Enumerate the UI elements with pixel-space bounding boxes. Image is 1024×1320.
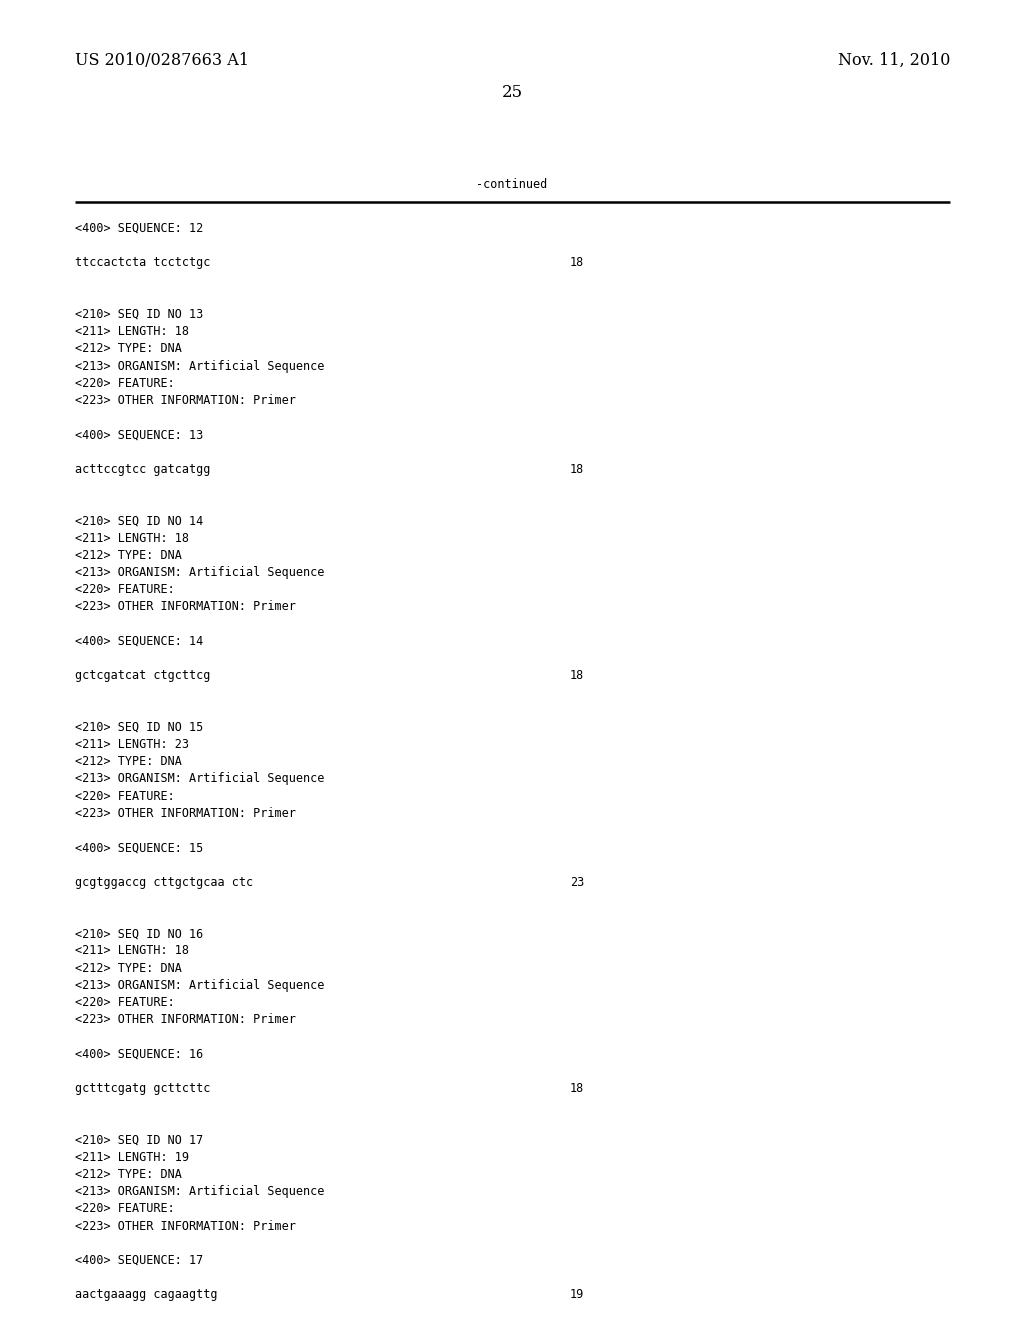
- Text: gctttcgatg gcttcttc: gctttcgatg gcttcttc: [75, 1082, 210, 1096]
- Text: <213> ORGANISM: Artificial Sequence: <213> ORGANISM: Artificial Sequence: [75, 772, 325, 785]
- Text: <220> FEATURE:: <220> FEATURE:: [75, 583, 175, 597]
- Text: <212> TYPE: DNA: <212> TYPE: DNA: [75, 961, 182, 974]
- Text: <210> SEQ ID NO 16: <210> SEQ ID NO 16: [75, 927, 203, 940]
- Text: <210> SEQ ID NO 15: <210> SEQ ID NO 15: [75, 721, 203, 734]
- Text: 18: 18: [570, 669, 585, 682]
- Text: <220> FEATURE:: <220> FEATURE:: [75, 1203, 175, 1216]
- Text: US 2010/0287663 A1: US 2010/0287663 A1: [75, 51, 249, 69]
- Text: <211> LENGTH: 19: <211> LENGTH: 19: [75, 1151, 189, 1164]
- Text: <400> SEQUENCE: 14: <400> SEQUENCE: 14: [75, 635, 203, 648]
- Text: <223> OTHER INFORMATION: Primer: <223> OTHER INFORMATION: Primer: [75, 1220, 296, 1233]
- Text: Nov. 11, 2010: Nov. 11, 2010: [838, 51, 950, 69]
- Text: <213> ORGANISM: Artificial Sequence: <213> ORGANISM: Artificial Sequence: [75, 359, 325, 372]
- Text: <211> LENGTH: 18: <211> LENGTH: 18: [75, 532, 189, 545]
- Text: <213> ORGANISM: Artificial Sequence: <213> ORGANISM: Artificial Sequence: [75, 566, 325, 579]
- Text: <210> SEQ ID NO 14: <210> SEQ ID NO 14: [75, 515, 203, 528]
- Text: <211> LENGTH: 18: <211> LENGTH: 18: [75, 944, 189, 957]
- Text: <213> ORGANISM: Artificial Sequence: <213> ORGANISM: Artificial Sequence: [75, 1185, 325, 1199]
- Text: 18: 18: [570, 1082, 585, 1096]
- Text: <400> SEQUENCE: 16: <400> SEQUENCE: 16: [75, 1048, 203, 1060]
- Text: <212> TYPE: DNA: <212> TYPE: DNA: [75, 342, 182, 355]
- Text: <212> TYPE: DNA: <212> TYPE: DNA: [75, 755, 182, 768]
- Text: <400> SEQUENCE: 15: <400> SEQUENCE: 15: [75, 841, 203, 854]
- Text: <223> OTHER INFORMATION: Primer: <223> OTHER INFORMATION: Primer: [75, 807, 296, 820]
- Text: <223> OTHER INFORMATION: Primer: <223> OTHER INFORMATION: Primer: [75, 1014, 296, 1026]
- Text: <213> ORGANISM: Artificial Sequence: <213> ORGANISM: Artificial Sequence: [75, 979, 325, 991]
- Text: <223> OTHER INFORMATION: Primer: <223> OTHER INFORMATION: Primer: [75, 393, 296, 407]
- Text: <212> TYPE: DNA: <212> TYPE: DNA: [75, 1168, 182, 1181]
- Text: 18: 18: [570, 463, 585, 475]
- Text: <220> FEATURE:: <220> FEATURE:: [75, 789, 175, 803]
- Text: -continued: -continued: [476, 178, 548, 191]
- Text: 19: 19: [570, 1288, 585, 1302]
- Text: 23: 23: [570, 875, 585, 888]
- Text: <212> TYPE: DNA: <212> TYPE: DNA: [75, 549, 182, 562]
- Text: <210> SEQ ID NO 17: <210> SEQ ID NO 17: [75, 1134, 203, 1147]
- Text: acttccgtcc gatcatgg: acttccgtcc gatcatgg: [75, 463, 210, 475]
- Text: gctcgatcat ctgcttcg: gctcgatcat ctgcttcg: [75, 669, 210, 682]
- Text: <211> LENGTH: 23: <211> LENGTH: 23: [75, 738, 189, 751]
- Text: 25: 25: [502, 84, 522, 102]
- Text: <220> FEATURE:: <220> FEATURE:: [75, 997, 175, 1008]
- Text: 18: 18: [570, 256, 585, 269]
- Text: ttccactcta tcctctgc: ttccactcta tcctctgc: [75, 256, 210, 269]
- Text: aactgaaagg cagaagttg: aactgaaagg cagaagttg: [75, 1288, 217, 1302]
- Text: <400> SEQUENCE: 17: <400> SEQUENCE: 17: [75, 1254, 203, 1267]
- Text: gcgtggaccg cttgctgcaa ctc: gcgtggaccg cttgctgcaa ctc: [75, 875, 253, 888]
- Text: <211> LENGTH: 18: <211> LENGTH: 18: [75, 325, 189, 338]
- Text: <400> SEQUENCE: 13: <400> SEQUENCE: 13: [75, 429, 203, 441]
- Text: <210> SEQ ID NO 13: <210> SEQ ID NO 13: [75, 308, 203, 321]
- Text: <220> FEATURE:: <220> FEATURE:: [75, 376, 175, 389]
- Text: <400> SEQUENCE: 12: <400> SEQUENCE: 12: [75, 222, 203, 235]
- Text: <223> OTHER INFORMATION: Primer: <223> OTHER INFORMATION: Primer: [75, 601, 296, 614]
